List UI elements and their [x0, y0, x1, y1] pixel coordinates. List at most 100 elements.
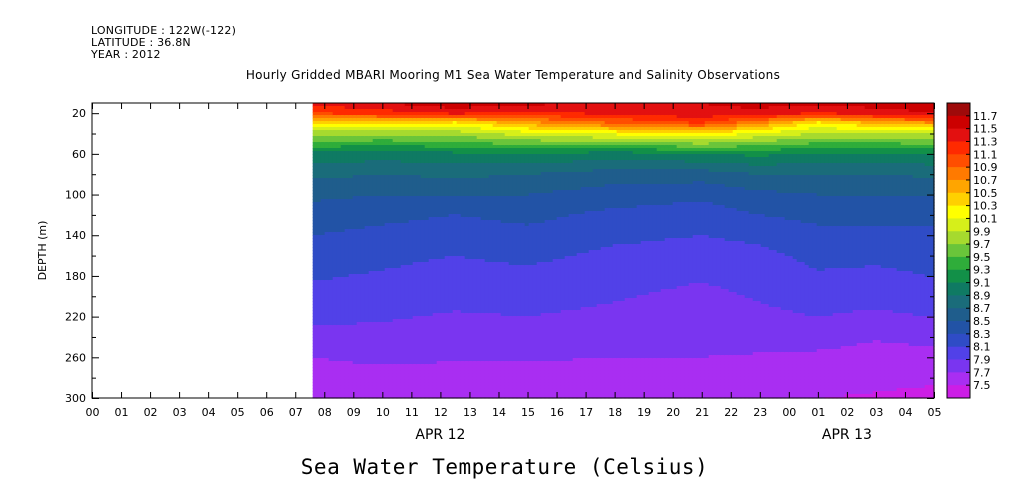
temperature-cell — [312, 133, 318, 137]
temperature-cell — [396, 226, 402, 230]
temperature-cell — [344, 319, 350, 323]
temperature-cell — [380, 235, 386, 239]
temperature-cell — [324, 208, 330, 212]
temperature-cell — [364, 325, 370, 329]
temperature-cell — [316, 340, 322, 344]
temperature-cell — [340, 112, 346, 116]
temperature-cell — [368, 316, 374, 320]
temperature-cell — [352, 262, 358, 266]
temperature-cell — [360, 166, 366, 170]
temperature-cell — [368, 115, 374, 119]
temperature-cell — [368, 232, 374, 236]
temperature-cell — [344, 184, 350, 188]
temperature-cell — [336, 325, 342, 329]
temperature-cell — [400, 115, 406, 119]
temperature-cell — [400, 382, 406, 386]
temperature-cell — [364, 394, 370, 398]
temperature-cell — [344, 385, 350, 389]
temperature-cell — [324, 283, 330, 287]
temperature-cell — [320, 316, 326, 320]
temperature-cell — [380, 172, 386, 176]
temperature-cell — [356, 190, 362, 194]
temperature-cell — [316, 103, 322, 107]
temperature-cell — [360, 148, 366, 152]
temperature-cell — [364, 172, 370, 176]
temperature-cell — [400, 289, 406, 293]
temperature-cell — [328, 184, 334, 188]
temperature-cell — [364, 304, 370, 308]
temperature-cell — [320, 118, 326, 122]
temperature-cell — [316, 298, 322, 302]
temperature-cell — [392, 244, 398, 248]
temperature-cell — [344, 160, 350, 164]
temperature-cell — [388, 214, 394, 218]
temperature-cell — [388, 157, 394, 161]
temperature-cell — [380, 349, 386, 353]
temperature-cell — [356, 253, 362, 257]
temperature-cell — [352, 334, 358, 338]
temperature-cell — [356, 133, 362, 137]
temperature-cell — [380, 244, 386, 248]
temperature-cell — [356, 157, 362, 161]
temperature-cell — [348, 322, 354, 326]
temperature-cell — [376, 136, 382, 140]
temperature-cell — [348, 160, 354, 164]
temperature-cell — [328, 256, 334, 260]
temperature-cell — [348, 340, 354, 344]
temperature-cell — [364, 133, 370, 137]
temperature-cell — [396, 103, 402, 107]
temperature-cell — [336, 211, 342, 215]
temperature-cell — [360, 253, 366, 257]
temperature-cell — [312, 319, 318, 323]
temperature-cell — [396, 319, 402, 323]
temperature-cell — [400, 226, 406, 230]
temperature-cell — [372, 148, 378, 152]
temperature-cell — [368, 145, 374, 149]
temperature-cell — [364, 298, 370, 302]
temperature-cell — [344, 235, 350, 239]
temperature-cell — [316, 322, 322, 326]
temperature-cell — [356, 394, 362, 398]
temperature-cell — [400, 358, 406, 362]
temperature-cell — [336, 268, 342, 272]
temperature-cell — [376, 202, 382, 206]
temperature-cell — [376, 196, 382, 200]
temperature-cell — [324, 376, 330, 380]
temperature-cell — [312, 250, 318, 254]
temperature-cell — [352, 379, 358, 383]
temperature-cell — [368, 256, 374, 260]
temperature-cell — [360, 196, 366, 200]
temperature-cell — [392, 304, 398, 308]
temperature-cell — [392, 253, 398, 257]
temperature-cell — [324, 325, 330, 329]
temperature-cell — [312, 139, 318, 143]
temperature-cell — [356, 145, 362, 149]
temperature-cell — [320, 361, 326, 365]
temperature-cell — [372, 316, 378, 320]
temperature-cell — [392, 340, 398, 344]
temperature-cell — [388, 355, 394, 359]
temperature-cell — [400, 376, 406, 380]
temperature-cell — [356, 370, 362, 374]
temperature-cell — [368, 235, 374, 239]
temperature-cell — [320, 289, 326, 293]
temperature-cell — [320, 103, 326, 107]
temperature-cell — [360, 244, 366, 248]
temperature-cell — [344, 346, 350, 350]
temperature-cell — [320, 133, 326, 137]
temperature-cell — [328, 373, 334, 377]
temperature-cell — [340, 229, 346, 233]
temperature-cell — [404, 130, 410, 134]
temperature-cell — [312, 334, 318, 338]
temperature-cell — [328, 385, 334, 389]
temperature-cell — [384, 244, 390, 248]
temperature-cell — [320, 163, 326, 167]
temperature-cell — [328, 262, 334, 266]
temperature-cell — [328, 226, 334, 230]
temperature-cell — [344, 199, 350, 203]
temperature-cell — [360, 304, 366, 308]
temperature-cell — [344, 277, 350, 281]
temperature-cell — [380, 259, 386, 263]
temperature-cell — [396, 355, 402, 359]
temperature-cell — [312, 211, 318, 215]
